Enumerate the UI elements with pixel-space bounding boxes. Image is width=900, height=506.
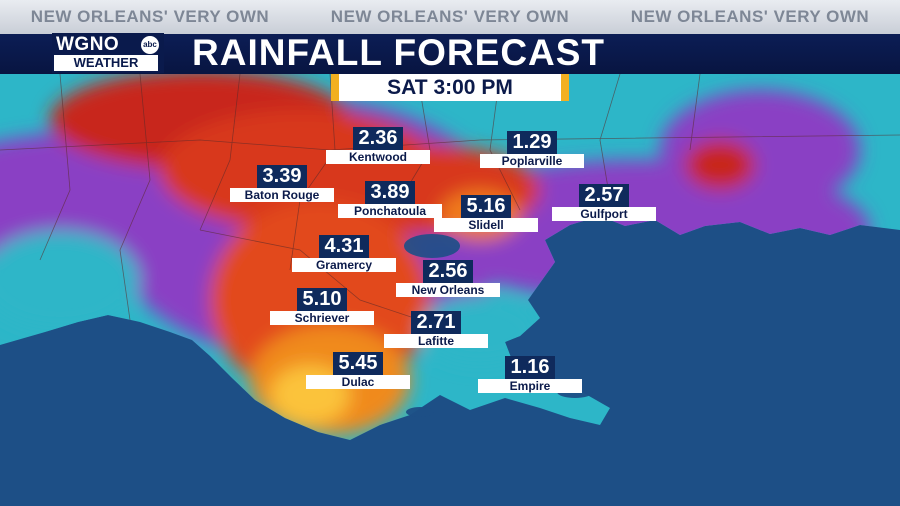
location-label-empire: 1.16 Empire (478, 356, 582, 393)
location-label-lafitte: 2.71 Lafitte (384, 311, 488, 348)
rain-value: 1.16 (504, 356, 556, 379)
location-label-schriever: 5.10 Schriever (270, 288, 374, 325)
location-name: Gramercy (292, 258, 396, 272)
ticker-text: NEW ORLEANS' VERY OWN (330, 7, 570, 26)
location-name: Poplarville (480, 154, 584, 168)
location-name: Baton Rouge (230, 188, 334, 202)
location-name: Dulac (306, 375, 410, 389)
forecast-time-text: SAT 3:00 PM (387, 76, 513, 99)
location-name: Schriever (270, 311, 374, 325)
rain-value: 2.71 (410, 311, 462, 334)
location-label-baton-rouge: 3.39 Baton Rouge (230, 165, 334, 202)
rain-value: 3.39 (256, 165, 308, 188)
rain-value: 3.89 (364, 181, 416, 204)
top-ticker: NEW ORLEANS' VERY OWN NEW ORLEANS' VERY … (0, 0, 900, 34)
rainfall-map (0, 74, 900, 506)
ticker-text: NEW ORLEANS' VERY OWN (30, 7, 270, 26)
location-name: New Orleans (396, 283, 500, 297)
rain-value: 1.29 (506, 131, 558, 154)
rain-value: 5.10 (296, 288, 348, 311)
location-name: Slidell (434, 218, 538, 232)
location-label-gramercy: 4.31 Gramercy (292, 235, 396, 272)
location-label-slidell: 5.16 Slidell (434, 195, 538, 232)
location-label-ponchatoula: 3.89 Ponchatoula (338, 181, 442, 218)
station-call-letters: WGNO (56, 34, 120, 55)
station-sub-label: WEATHER (54, 55, 158, 71)
ticker-text: NEW ORLEANS' VERY OWN (630, 7, 870, 26)
rain-value: 5.45 (332, 352, 384, 375)
rain-value: 2.57 (578, 184, 630, 207)
station-logo: WGNO abc WEATHER (52, 33, 164, 73)
location-name: Kentwood (326, 150, 430, 164)
location-name: Empire (478, 379, 582, 393)
location-label-poplarville: 1.29 Poplarville (480, 131, 584, 168)
location-label-kentwood: 2.36 Kentwood (326, 127, 430, 164)
location-label-gulfport: 2.57 Gulfport (552, 184, 656, 221)
rain-value: 2.56 (422, 260, 474, 283)
location-name: Ponchatoula (338, 204, 442, 218)
network-logo: abc (141, 36, 159, 54)
forecast-time: SAT 3:00 PM (331, 74, 569, 101)
rain-value: 4.31 (318, 235, 370, 258)
rain-value: 5.16 (460, 195, 512, 218)
location-name: Gulfport (552, 207, 656, 221)
page-title: RAINFALL FORECAST (192, 32, 606, 73)
location-name: Lafitte (384, 334, 488, 348)
location-label-new-orleans: 2.56 New Orleans (396, 260, 500, 297)
location-label-dulac: 5.45 Dulac (306, 352, 410, 389)
rain-value: 2.36 (352, 127, 404, 150)
